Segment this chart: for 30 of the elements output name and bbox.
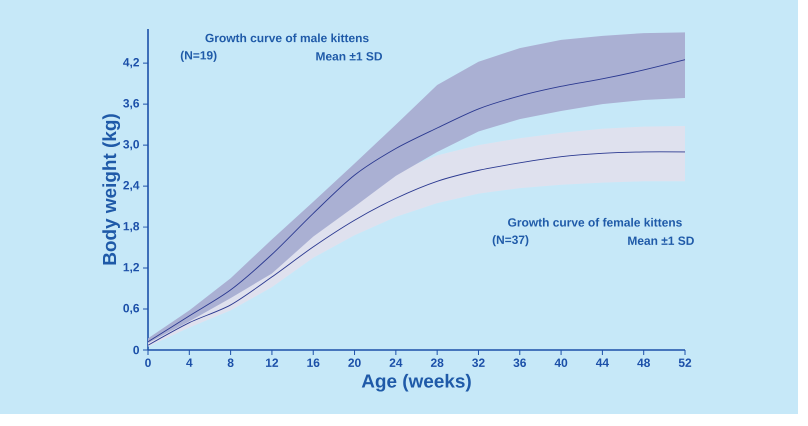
annotation: (N=19)	[180, 50, 216, 62]
y-tick-label: 3,0	[123, 140, 140, 150]
x-tick-label: 0	[145, 358, 151, 367]
y-axis-title: Body weight (kg)	[102, 114, 120, 264]
x-tick-label: 4	[186, 358, 193, 367]
x-tick-label: 12	[266, 358, 278, 367]
x-tick-label: 28	[430, 358, 444, 367]
x-axis-title: Age (weeks)	[362, 374, 471, 392]
y-tick-label: 2,4	[123, 180, 140, 192]
x-tick-label: 24	[390, 358, 402, 367]
x-tick-label: 16	[307, 358, 320, 367]
x-tick-label: 48	[637, 358, 650, 367]
x-tick-label: 44	[596, 358, 609, 367]
y-tick-label: 1,2	[124, 262, 140, 274]
y-tick-label: 0,6	[123, 304, 140, 314]
x-tick-label: 52	[678, 358, 692, 367]
x-tick-label: 40	[554, 358, 568, 367]
y-tick-label: 4,2	[123, 58, 140, 68]
annotation: Growth curve of female kittens	[508, 218, 682, 227]
x-tick-label: 32	[472, 358, 485, 367]
annotation: Growth curve of male kittens	[205, 33, 369, 42]
annotation: Mean ±1 SD	[628, 236, 694, 245]
x-tick-label: 20	[348, 358, 361, 367]
annotation: Mean ±1 SD	[316, 52, 382, 61]
x-tick-label: 8	[228, 358, 234, 367]
y-tick-label: 1,8	[124, 222, 140, 232]
y-tick-label: 3,6	[123, 99, 140, 110]
y-tick-label: 0	[133, 346, 140, 354]
annotation: (N=37)	[492, 235, 528, 246]
x-tick-label: 36	[513, 358, 526, 367]
